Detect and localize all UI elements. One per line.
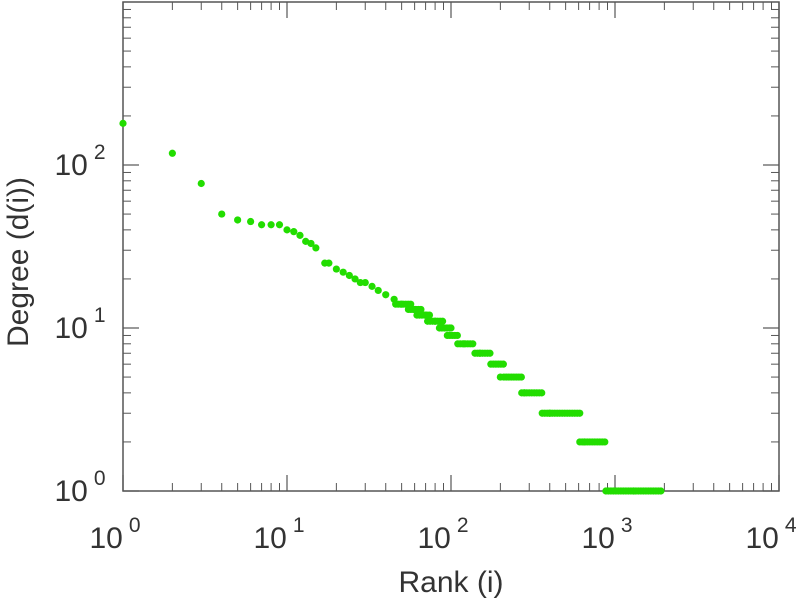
x-tick-label: 10 3: [581, 514, 632, 555]
data-point: [197, 179, 205, 188]
x-tick-label: 10 0: [89, 514, 140, 555]
data-point: [445, 324, 454, 332]
axes: 10 0 10 1 10 2 10 3 10 4 10 0 10 1 10 2: [54, 1, 797, 555]
data-point: [290, 228, 298, 236]
data-point: [247, 217, 255, 226]
data-point: [486, 349, 494, 357]
data-point: [296, 231, 304, 239]
data-point: [425, 311, 434, 319]
data-point: [218, 210, 226, 218]
data-point: [312, 244, 320, 252]
data-point: [267, 221, 275, 229]
data-point: [257, 221, 266, 229]
data-point: [657, 487, 665, 495]
plot-frame: [122, 1, 780, 492]
data-point: [576, 409, 584, 417]
data-point: [275, 221, 284, 229]
y-axis-title: Degree (d(i)): [2, 177, 35, 347]
data-point: [382, 291, 390, 299]
data-point: [538, 389, 546, 397]
data-point: [119, 119, 127, 127]
data-point: [234, 216, 242, 224]
data-point: [339, 268, 347, 276]
data-point: [439, 317, 447, 325]
data-point: [345, 271, 353, 280]
x-tick-label: 10 4: [745, 514, 796, 555]
x-axis-title: Rank (i): [398, 566, 503, 599]
data-point: [374, 286, 382, 295]
x-tick-label: 10 1: [253, 514, 304, 555]
y-tick-label: 10 2: [54, 141, 105, 182]
data-point: [325, 259, 333, 267]
data-point: [499, 360, 507, 368]
y-tick-label: 10 1: [54, 304, 105, 345]
data-point: [517, 373, 525, 381]
data-point: [601, 438, 609, 446]
data-point: [332, 265, 340, 273]
x-tick-label: 10 2: [417, 514, 468, 555]
data-point: [469, 340, 477, 348]
data-point: [168, 149, 176, 157]
data-point: [417, 305, 425, 314]
y-tick-label: 10 0: [54, 467, 105, 508]
data-points: [119, 119, 665, 495]
data-point: [453, 331, 461, 340]
data-point: [368, 282, 376, 290]
data-point: [307, 239, 315, 248]
data-point: [283, 226, 291, 234]
data-point: [351, 275, 359, 283]
data-point: [361, 278, 369, 287]
